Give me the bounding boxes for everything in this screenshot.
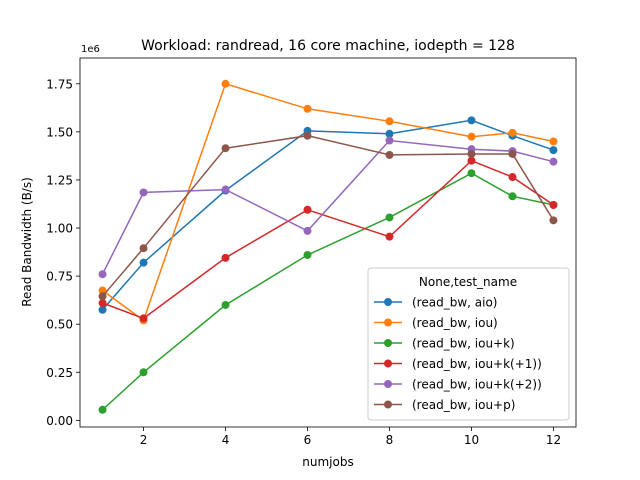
data-point (303, 205, 312, 214)
data-point (467, 132, 476, 141)
series-line (101, 134, 555, 297)
x-axis-label: numjobs (302, 455, 353, 469)
series-line (101, 172, 554, 411)
chart-title: Workload: randread, 16 core machine, iod… (141, 38, 515, 54)
y-tick-label: 0.25 (46, 366, 73, 380)
data-point (467, 116, 476, 125)
data-point (385, 232, 394, 241)
y-tick-label: 0.50 (46, 318, 73, 332)
data-point (98, 270, 107, 279)
data-point (221, 144, 230, 153)
data-point (549, 137, 558, 146)
data-point (221, 185, 230, 194)
data-point (549, 200, 558, 209)
data-point (467, 169, 476, 178)
legend-marker (384, 298, 392, 306)
y-axis-offset-label: 1e6 (81, 44, 100, 55)
data-point (98, 305, 107, 314)
x-axis-ticks: 2 4 6 8 10 12 (140, 427, 561, 447)
y-axis-ticks: 0.00 0.25 0.50 0.75 1.00 1.25 1.50 1.75 (46, 77, 80, 428)
data-point (508, 149, 517, 158)
data-point (139, 258, 148, 267)
legend-marker (384, 318, 392, 327)
data-point (385, 136, 394, 145)
data-point (385, 213, 394, 222)
legend-item: (read_bw, iou+k(+2)) (374, 378, 542, 392)
series-line (101, 139, 554, 275)
data-point (98, 299, 107, 308)
series-layer (98, 79, 558, 414)
legend: None,test_name (read_bw, aio) (read_bw, i… (367, 267, 570, 421)
data-point (139, 314, 148, 323)
legend-marker (384, 380, 392, 388)
x-tick-label: 12 (546, 433, 561, 447)
legend-box (367, 267, 570, 421)
data-point (303, 104, 312, 113)
data-point (303, 250, 312, 259)
data-point (98, 405, 107, 414)
axes-frame (79, 57, 577, 428)
legend-item: (read_bw, iou+p) (374, 398, 515, 412)
legend-marker (384, 339, 392, 347)
series-line (102, 82, 554, 322)
y-tick-label: 1.25 (46, 173, 73, 187)
data-point (221, 79, 230, 88)
legend-marker (384, 400, 392, 409)
y-axis-label: Read Bandwidth (B/s) (20, 177, 34, 307)
data-point (221, 300, 230, 309)
legend-label: (read_bw, iou) (412, 316, 498, 330)
legend-title: None,test_name (419, 275, 517, 289)
x-tick-label: 8 (386, 433, 394, 447)
x-tick-label: 4 (222, 433, 230, 447)
legend-label: (read_bw, iou+k) (412, 337, 515, 351)
legend-item: (read_bw, aio) (374, 296, 497, 310)
y-tick-label: 1.50 (46, 125, 73, 139)
data-point (549, 216, 558, 225)
y-tick-label: 1.00 (46, 222, 73, 236)
data-point (549, 146, 558, 155)
legend-label: (read_bw, iou+p) (412, 398, 515, 412)
data-point (139, 368, 148, 377)
series-6 (98, 131, 558, 301)
legend-label: (read_bw, aio) (412, 296, 497, 310)
legend-label: (read_bw, iou+k(+1)) (412, 357, 542, 371)
x-tick-label: 2 (140, 433, 148, 447)
data-point (385, 117, 394, 126)
x-tick-label: 6 (304, 433, 312, 447)
data-point (98, 286, 107, 295)
y-tick-label: 0.75 (46, 270, 73, 284)
legend-item: (read_bw, iou+k) (374, 337, 515, 351)
data-point (508, 173, 517, 182)
series-line (102, 159, 554, 320)
legend-item: (read_bw, iou) (374, 316, 498, 330)
data-point (467, 156, 476, 165)
legend-item: (read_bw, iou+k(+1)) (374, 357, 542, 371)
data-point (139, 188, 148, 197)
data-point (508, 128, 517, 137)
series-2 (98, 79, 558, 325)
y-tick-label: 0.00 (46, 414, 73, 428)
data-point (98, 292, 107, 301)
data-point (385, 129, 394, 138)
data-point (549, 157, 558, 166)
series-4 (98, 156, 558, 323)
data-point (139, 244, 148, 253)
data-point (467, 149, 476, 158)
legend-items: (read_bw, aio) (read_bw, iou) (read_bw, io… (374, 296, 542, 412)
legend-label: (read_bw, iou+k(+2)) (412, 378, 542, 392)
data-point (303, 131, 312, 140)
data-point (303, 226, 312, 235)
legend-marker (384, 359, 392, 368)
data-point (385, 150, 394, 159)
data-point (221, 253, 230, 262)
data-point (508, 192, 517, 201)
y-tick-label: 1.75 (46, 77, 73, 91)
x-tick-label: 10 (464, 433, 479, 447)
